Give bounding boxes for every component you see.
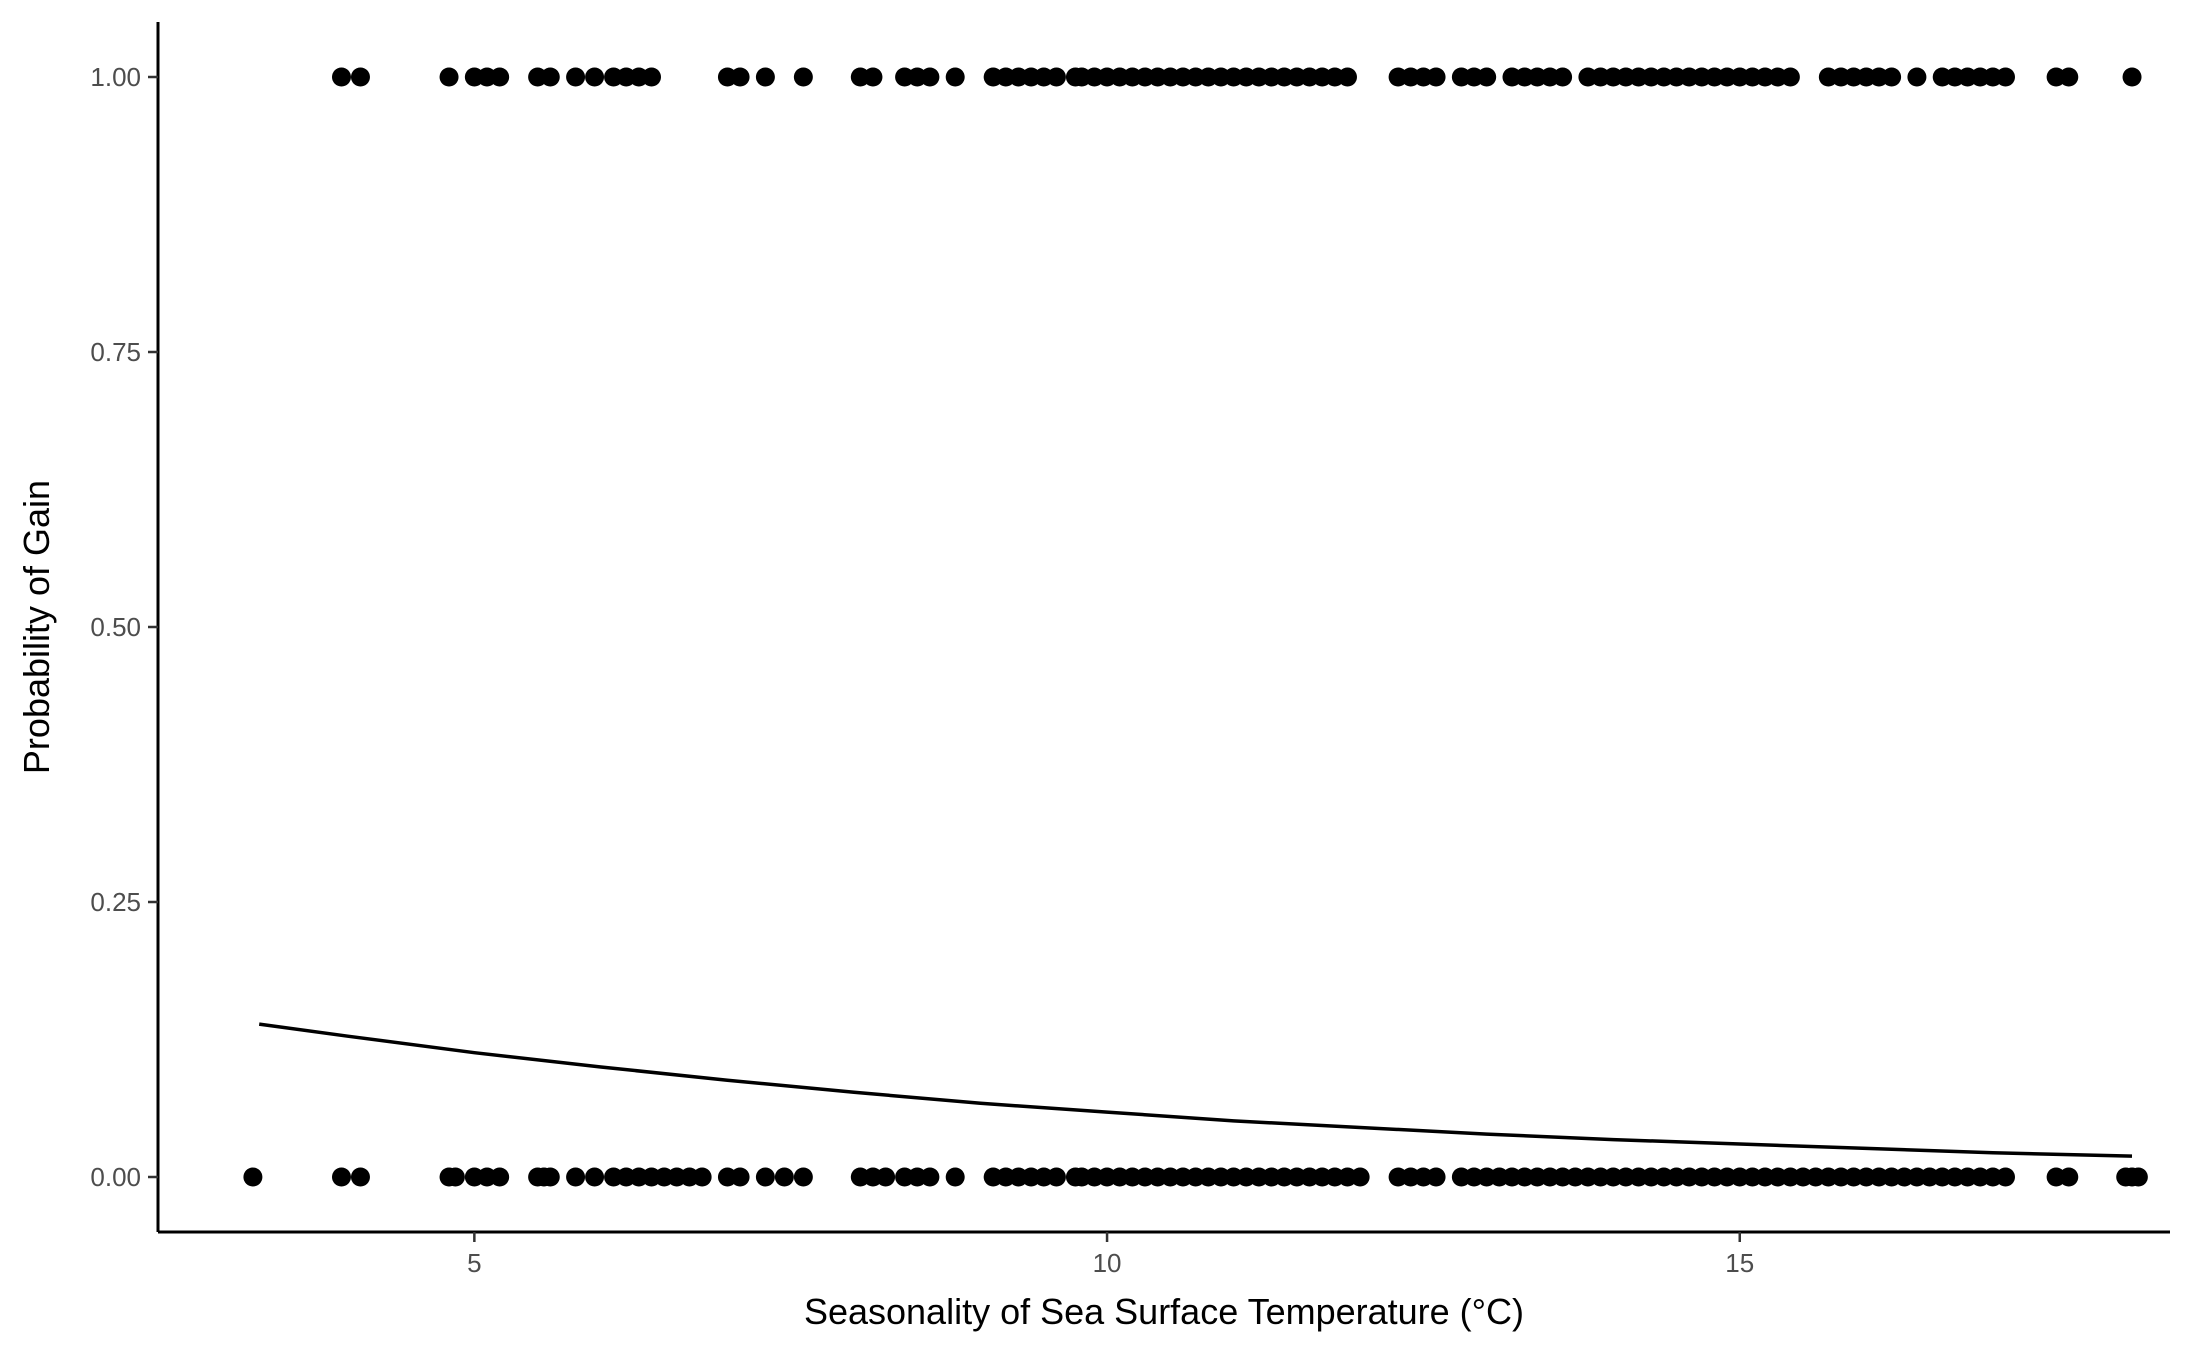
y-tick-label: 0.50 — [90, 612, 141, 642]
data-point — [331, 1167, 351, 1187]
data-point — [920, 67, 940, 87]
data-point — [793, 67, 813, 87]
data-point — [566, 1167, 586, 1187]
data-point — [350, 67, 370, 87]
data-point — [1337, 67, 1357, 87]
data-point — [350, 1167, 370, 1187]
y-tick-label: 0.00 — [90, 1162, 141, 1192]
y-axis-title: Probability of Gain — [16, 480, 57, 774]
data-point — [331, 67, 351, 87]
data-point — [1780, 67, 1800, 87]
data-point — [1882, 67, 1902, 87]
fit-curve-layer — [258, 1022, 2133, 1158]
data-point — [585, 1167, 605, 1187]
y-tick-label: 0.75 — [90, 337, 141, 367]
data-point — [1477, 67, 1497, 87]
data-point — [755, 1167, 775, 1187]
data-points — [243, 67, 2148, 1187]
data-point — [2122, 67, 2142, 87]
data-point — [863, 67, 883, 87]
data-point — [1553, 67, 1573, 87]
data-point — [642, 67, 662, 87]
data-point — [2059, 67, 2079, 87]
data-point — [945, 67, 965, 87]
x-tick-label: 5 — [467, 1248, 481, 1278]
data-point — [920, 1167, 940, 1187]
data-point — [1995, 1167, 2015, 1187]
fit-curve — [258, 1022, 2133, 1158]
data-point — [540, 67, 560, 87]
data-point — [1907, 67, 1927, 87]
data-point — [774, 1167, 794, 1187]
x-tick-label: 10 — [1093, 1248, 1122, 1278]
data-point — [243, 1167, 263, 1187]
data-point — [566, 67, 586, 87]
data-point — [692, 1167, 712, 1187]
x-axis-title: Seasonality of Sea Surface Temperature (… — [804, 1291, 1524, 1332]
data-point — [540, 1167, 560, 1187]
data-point — [490, 1167, 510, 1187]
data-point — [1046, 1167, 1066, 1187]
data-point — [1046, 67, 1066, 87]
axes: 0.00 0.25 0.50 0.75 1.00 5 10 15 — [90, 22, 2170, 1278]
data-point — [2128, 1167, 2148, 1187]
data-point — [1426, 67, 1446, 87]
y-tick-label: 0.25 — [90, 887, 141, 917]
data-point — [730, 67, 750, 87]
data-point — [876, 1167, 896, 1187]
data-point — [945, 1167, 965, 1187]
y-tick-label: 1.00 — [90, 62, 141, 92]
data-point — [585, 67, 605, 87]
data-point — [793, 1167, 813, 1187]
data-point — [1995, 67, 2015, 87]
data-point — [445, 1167, 465, 1187]
data-point — [490, 67, 510, 87]
data-point — [1350, 1167, 1370, 1187]
data-point — [2059, 1167, 2079, 1187]
x-tick-label: 15 — [1725, 1248, 1754, 1278]
data-point — [730, 1167, 750, 1187]
data-point — [755, 67, 775, 87]
data-point — [1426, 1167, 1446, 1187]
data-point — [439, 67, 459, 87]
